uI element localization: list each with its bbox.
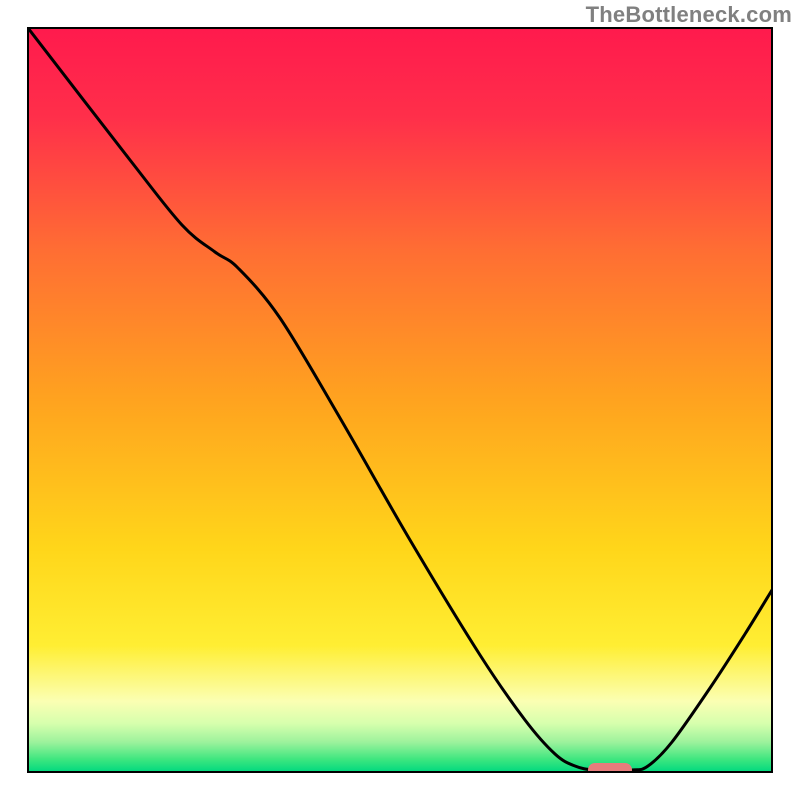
bottleneck-chart	[0, 0, 800, 800]
chart-container: TheBottleneck.com	[0, 0, 800, 800]
watermark-text: TheBottleneck.com	[586, 2, 792, 28]
gradient-background	[28, 28, 772, 772]
